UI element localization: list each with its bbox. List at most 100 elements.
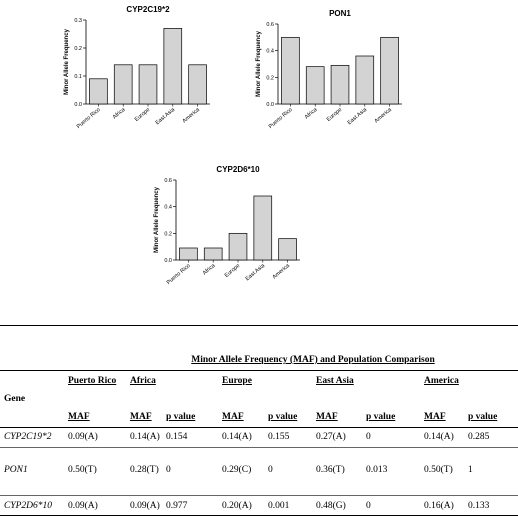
- row-gene: PON1: [4, 465, 28, 475]
- sub-header: p value: [366, 412, 396, 422]
- pop-header-america: America: [424, 376, 459, 386]
- category-label: Puerto Rico: [166, 263, 192, 286]
- table-cell: 0.001: [268, 501, 290, 511]
- table-rule-bottom: [0, 515, 518, 516]
- y-tick-label: 0.4: [266, 49, 274, 55]
- table-cell: 0.14(A): [130, 432, 160, 442]
- pop-header-africa: Africa: [130, 376, 156, 386]
- table-cell: 0.28(T): [130, 465, 159, 475]
- chart-cyp2c19: CYP2C19*2 0.0 0.1 0.2 0.3 Minor Allele Freque…: [64, 5, 210, 130]
- category-label: America: [272, 262, 292, 280]
- category-label: Europe: [134, 107, 151, 123]
- chart-title: CYP2D6*10: [216, 165, 260, 174]
- chart-title: CYP2C19*2: [126, 5, 170, 14]
- table-cell: 0.155: [268, 432, 290, 442]
- y-tick-label: 0.0: [164, 258, 172, 264]
- category-label: Puerto Rico: [268, 107, 294, 130]
- bar: [281, 36, 300, 105]
- sub-header: MAF: [68, 412, 90, 422]
- pop-header-europe: Europe: [222, 376, 252, 386]
- category-label: America: [374, 106, 394, 124]
- table-cell: 0.36(T): [316, 465, 345, 475]
- category-label: East Asia: [347, 106, 369, 126]
- table-cell: 0.29(C): [222, 465, 252, 475]
- y-tick-label: 0.0: [266, 102, 274, 108]
- table-cell: 0: [166, 465, 171, 475]
- table-cell: 0.09(A): [130, 501, 160, 511]
- table-cell: 0.50(T): [68, 465, 97, 475]
- row-gene: CYP2D6*10: [4, 501, 53, 511]
- bar: [203, 247, 223, 261]
- y-tick-label: 0.6: [266, 22, 274, 28]
- section-divider: [0, 325, 518, 326]
- pop-header-east-asia: East Asia: [316, 376, 354, 386]
- sub-header: MAF: [424, 412, 446, 422]
- y-axis-label: Minor Allele Frequency: [256, 30, 262, 96]
- bar: [163, 28, 183, 105]
- chart-pon1: PON1 0.0 0.2 0.4 0.6 Minor Allele Frequency Pu…: [256, 9, 402, 130]
- bar: [89, 78, 108, 105]
- bar: [188, 64, 207, 105]
- sub-header: p value: [268, 412, 298, 422]
- table-cell: 1: [468, 465, 473, 475]
- table-cell: 0.50(T): [424, 465, 453, 475]
- row-gene: CYP2C19*2: [4, 432, 52, 442]
- sub-header: MAF: [222, 412, 244, 422]
- category-label: Africa: [304, 106, 319, 120]
- table-cell: 0: [366, 501, 371, 511]
- y-tick-label: 0.2: [164, 231, 172, 237]
- y-axis-label: Minor Allele Frequency: [154, 186, 160, 252]
- charts-area: CYP2C19*2 0.0 0.1 0.2 0.3 Minor Allele Freque…: [64, 5, 402, 286]
- table-cell: 0: [268, 465, 273, 475]
- table-cell: 0.09(A): [68, 432, 98, 442]
- table-cell: 0.013: [366, 465, 388, 475]
- table-cell: 0.285: [468, 432, 490, 442]
- bar: [253, 195, 273, 261]
- gene-header: Gene: [4, 394, 26, 404]
- y-tick-label: 0.0: [74, 102, 82, 108]
- table-cell: 0.14(A): [424, 432, 454, 442]
- category-label: America: [182, 106, 202, 124]
- table-cell: 0.09(A): [68, 501, 98, 511]
- y-tick-label: 0.4: [164, 205, 172, 211]
- table-rule-header: [0, 427, 518, 428]
- bar: [138, 64, 158, 105]
- table-row-rule: [0, 447, 518, 448]
- category-label: Africa: [202, 262, 217, 276]
- y-axis-label: Minor Allele Frequency: [64, 28, 70, 94]
- table-row-rule: [0, 495, 518, 496]
- bar: [330, 64, 350, 105]
- table-cell: 0.133: [468, 501, 490, 511]
- category-label: Europe: [224, 263, 241, 279]
- category-label: East Asia: [155, 106, 177, 126]
- table-cell: 0.14(A): [222, 432, 252, 442]
- y-tick-label: 0.3: [74, 18, 82, 24]
- table-cell: 0.48(G): [316, 501, 346, 511]
- y-tick-label: 0.2: [74, 46, 82, 52]
- category-label: Africa: [112, 106, 127, 120]
- sub-header: MAF: [316, 412, 338, 422]
- sub-header: MAF: [130, 412, 152, 422]
- bar: [228, 232, 248, 261]
- table-cell: 0.27(A): [316, 432, 346, 442]
- bar: [355, 55, 375, 105]
- y-tick-label: 0.2: [266, 75, 274, 81]
- category-label: East Asia: [245, 262, 267, 282]
- table-cell: 0.154: [166, 432, 188, 442]
- table-cell: 0.977: [166, 501, 188, 511]
- sub-header: p value: [468, 412, 498, 422]
- pop-header-puerto-rico: Puerto Rico: [68, 376, 117, 386]
- bar: [305, 66, 325, 105]
- bar: [113, 64, 133, 105]
- table-cell: 0: [366, 432, 371, 442]
- table-cell: 0.16(A): [424, 501, 454, 511]
- y-tick-label: 0.1: [74, 74, 82, 80]
- bar: [179, 247, 198, 261]
- table-title: Minor Allele Frequency (MAF) and Populat…: [191, 355, 435, 365]
- category-label: Puerto Rico: [76, 107, 102, 130]
- chart-title: PON1: [329, 9, 351, 18]
- sub-header: p value: [166, 412, 196, 422]
- bar: [278, 238, 297, 261]
- category-label: Europe: [326, 107, 343, 123]
- chart-cyp2d6: CYP2D6*10 0.0 0.2 0.4 0.6 Minor Allele Freque…: [154, 165, 300, 286]
